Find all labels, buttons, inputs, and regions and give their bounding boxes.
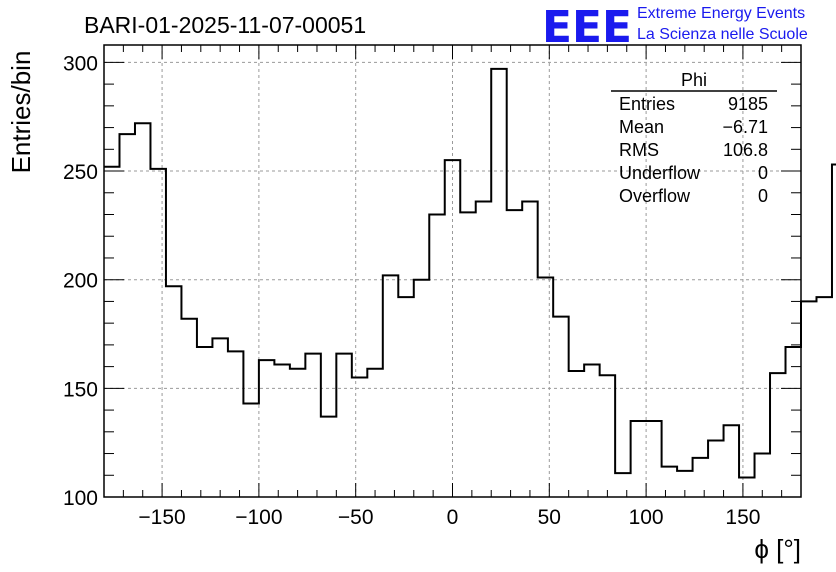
- stats-value: 0: [758, 186, 768, 206]
- x-tick-label: −100: [235, 506, 282, 529]
- x-tick-label: −150: [138, 506, 185, 529]
- stats-label: Underflow: [619, 163, 701, 183]
- logo-line-1: Extreme Energy Events: [637, 5, 805, 22]
- stats-title: Phi: [681, 70, 707, 90]
- stats-value: 106.8: [723, 140, 768, 160]
- x-tick-label: −50: [338, 506, 374, 529]
- chart-title: BARI-01-2025-11-07-00051: [84, 12, 366, 38]
- y-tick-label: 150: [63, 378, 98, 401]
- y-tick-label: 100: [63, 487, 98, 510]
- x-tick-label: 100: [629, 506, 664, 529]
- stats-label: RMS: [619, 140, 659, 160]
- tick-labels: −150 −100 −50 0 50 100 150 100 150 200 250 300: [63, 52, 760, 529]
- histogram-series: [104, 67, 836, 479]
- stats-value: 9185: [728, 94, 768, 114]
- y-tick-label: 200: [63, 270, 98, 293]
- stats-label: Mean: [619, 117, 664, 137]
- stats-label: Entries: [619, 94, 675, 114]
- x-tick-label: 150: [725, 506, 760, 529]
- axis-ticks: [103, 45, 802, 498]
- stats-rows: Entries 9185 Mean −6.71 RMS 106.8 Underflow 0 Ov…: [619, 94, 768, 206]
- stats-label: Overflow: [619, 186, 691, 206]
- stats-box: Phi Entries 9185 Mean −6.71 RMS 106.8 Underflo…: [611, 70, 777, 206]
- y-tick-label: 300: [63, 52, 98, 75]
- stats-value: 0: [758, 163, 768, 183]
- logo-line-2: La Scienza nelle Scuole: [637, 26, 808, 43]
- y-axis-title: Entries/bin: [6, 51, 36, 174]
- eee-logo: EEE: [542, 2, 632, 53]
- x-tick-label: 50: [538, 506, 561, 529]
- stats-value: −6.71: [722, 117, 768, 137]
- y-tick-label: 250: [63, 161, 98, 184]
- x-tick-label: 0: [447, 506, 459, 529]
- x-axis-title: ϕ [°]: [754, 534, 801, 564]
- grid-lines: [104, 45, 801, 498]
